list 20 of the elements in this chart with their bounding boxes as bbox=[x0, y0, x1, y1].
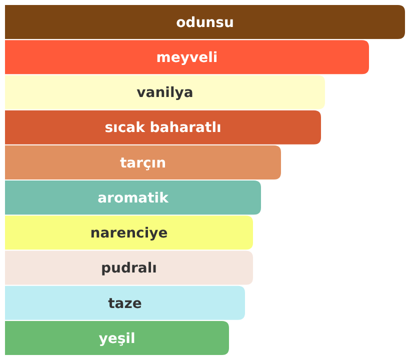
bar bbox=[5, 250, 253, 285]
bar bbox=[5, 5, 405, 40]
bar bbox=[5, 145, 281, 180]
y-tick-label: sıcak baharatlı bbox=[104, 120, 222, 136]
bar bbox=[5, 216, 253, 250]
bar bbox=[5, 40, 369, 74]
y-tick-label: yeşil bbox=[98, 330, 136, 347]
bar bbox=[5, 320, 229, 355]
bar bbox=[5, 75, 325, 110]
bar bbox=[5, 180, 261, 215]
bar bbox=[5, 286, 245, 320]
y-tick-label: aromatik bbox=[98, 190, 170, 206]
y-tick-label: pudralı bbox=[101, 260, 157, 277]
y-tick-label: taze bbox=[108, 296, 142, 312]
bar bbox=[5, 110, 321, 144]
y-tick-label: vanilya bbox=[136, 85, 194, 102]
y-tick-label: meyveli bbox=[156, 50, 218, 66]
y-tick-label: tarçın bbox=[120, 155, 166, 172]
y-tick-label: odunsu bbox=[176, 14, 234, 31]
y-tick-label: narenciye bbox=[90, 226, 168, 242]
